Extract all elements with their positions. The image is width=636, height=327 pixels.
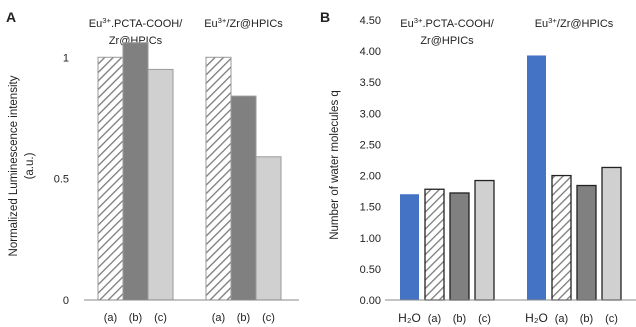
- group-title: Eu3+.PCTA-COOH/: [400, 16, 494, 31]
- category-label: (c): [262, 312, 275, 324]
- group-title: Zr@HPICs: [420, 35, 474, 47]
- panel-a-ylabel-line-1: Normalized Luminescence intensity: [8, 75, 20, 256]
- bar: [527, 55, 546, 300]
- bar: [147, 68, 174, 301]
- bar: [576, 184, 597, 301]
- category-label: (b): [453, 313, 466, 325]
- category-label: (c): [605, 313, 618, 325]
- panel-b-ylabel: Number of water molecules q: [329, 90, 341, 240]
- y-tick-label: 0.50: [360, 264, 381, 276]
- bar: [97, 56, 124, 301]
- bar: [400, 194, 419, 300]
- bar: [424, 188, 445, 301]
- category-label: (b): [129, 312, 142, 324]
- y-tick-label: 3.50: [360, 77, 381, 89]
- panel-a: A Normalized Luminescence intensity (a.u…: [6, 9, 299, 324]
- panel-b: B Number of water molecules q 0.00 0.50 1.…: [320, 9, 636, 325]
- category-label: (c): [154, 312, 167, 324]
- category-label: (b): [580, 313, 593, 325]
- category-label: (c): [478, 313, 491, 325]
- y-tick-label: 2.50: [360, 139, 381, 151]
- category-label: H₂O: [525, 311, 548, 325]
- panel-b-label: B: [320, 9, 330, 25]
- group-title: Eu3+.PCTA-COOH/: [89, 16, 183, 31]
- bar: [205, 56, 232, 301]
- y-tick-label: 3.00: [360, 108, 381, 120]
- y-tick-label: 1: [63, 52, 69, 64]
- bar: [474, 179, 495, 301]
- category-label: H₂O: [398, 311, 421, 325]
- bar: [551, 174, 572, 301]
- y-tick-label: 1.50: [360, 202, 381, 214]
- panel-a-ylabel-line-2: (a.u.): [24, 152, 36, 179]
- y-tick-label: 0.00: [360, 295, 381, 307]
- group-title: Eu3+/Zr@HPICs: [535, 16, 614, 31]
- group-title: Zr@HPICs: [109, 35, 163, 47]
- bar: [230, 95, 257, 301]
- y-tick-label: 4.50: [360, 15, 381, 27]
- category-label: (a): [104, 312, 117, 324]
- bar: [601, 166, 622, 301]
- y-tick-label: 0: [63, 295, 69, 307]
- bar: [449, 192, 470, 301]
- category-label: (a): [212, 312, 225, 324]
- y-tick-label: 2.00: [360, 171, 381, 183]
- panel-a-plot: 0 0.5 1 Eu3+.PCTA-COOH/Zr@HPICs (a) (b) (c) Eu3…: [54, 16, 299, 324]
- bar: [122, 42, 149, 301]
- bar: [255, 156, 282, 301]
- y-tick-label: 1.00: [360, 233, 381, 245]
- y-tick-label: 4.00: [360, 46, 381, 58]
- category-label: (b): [237, 312, 250, 324]
- y-tick-label: 0.5: [54, 174, 69, 186]
- category-label: (a): [555, 313, 568, 325]
- panel-a-label: A: [6, 9, 16, 25]
- group-title: Eu3+/Zr@HPICs: [204, 16, 283, 31]
- panel-b-plot: 0.00 0.50 1.00 1.50 2.00 2.50 3.00 3.50 4.00 4.50…: [360, 15, 636, 325]
- category-label: (a): [428, 313, 441, 325]
